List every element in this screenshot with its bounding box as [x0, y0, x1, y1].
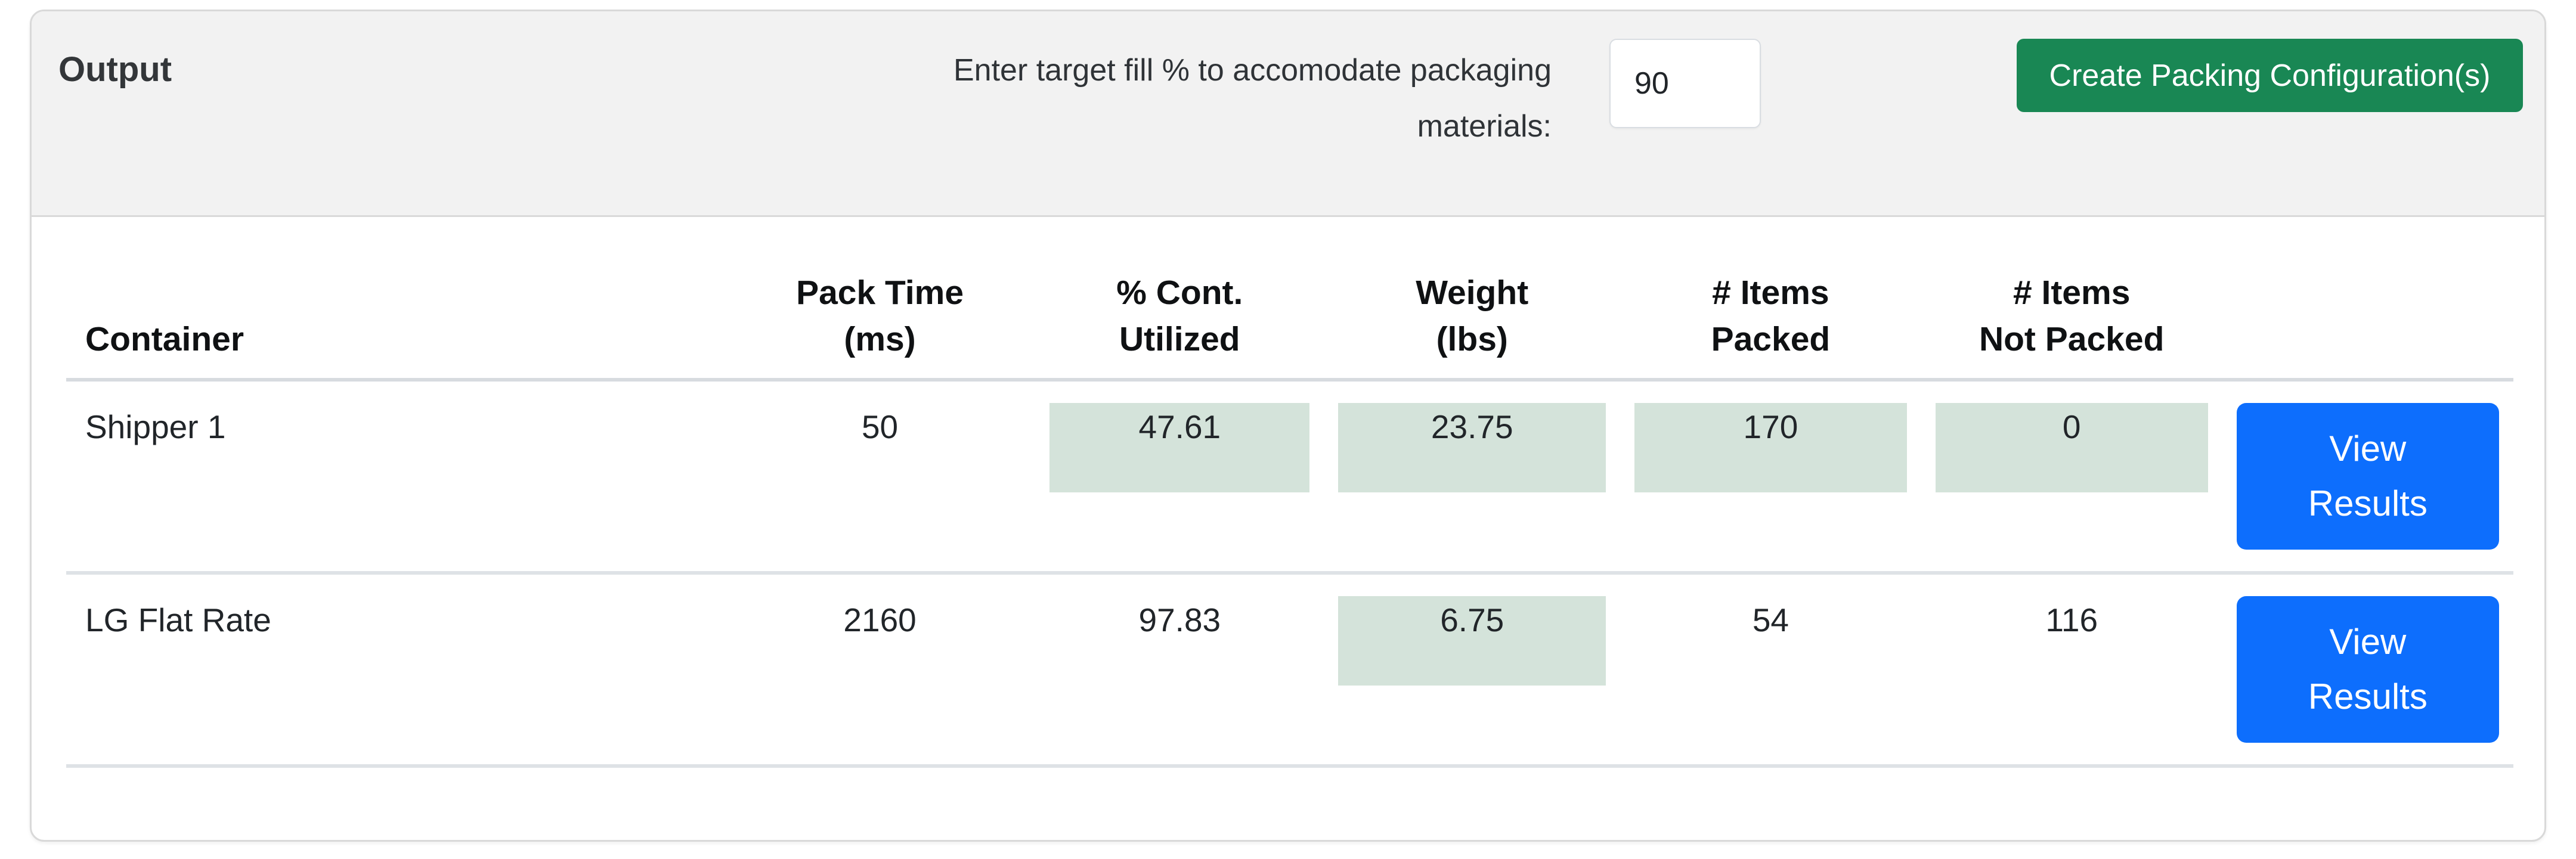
- column-header-line: Container: [85, 320, 244, 358]
- pct-utilized-value: 47.61: [1049, 403, 1310, 492]
- column-header-line: # Items: [2012, 274, 2131, 312]
- cell-pack-time: 50: [724, 380, 1036, 575]
- results-table: Container Pack Time (ms) % Cont. Utilize…: [66, 252, 2513, 768]
- target-fill-label: Enter target fill % to accomodate packag…: [953, 53, 1552, 144]
- table-row: LG Flat Rate 2160 97.83 6.75 54: [66, 573, 2513, 768]
- column-header-actions: [2222, 252, 2513, 382]
- column-header-line: Not Packed: [1979, 320, 2165, 358]
- items-packed-value: 170: [1634, 403, 1907, 492]
- column-header-container: Container: [66, 252, 724, 382]
- column-header-items-not-packed: # Items Not Packed: [1921, 252, 2222, 382]
- items-not-packed-value: 0: [1935, 403, 2208, 492]
- cell-container-name: Shipper 1: [66, 380, 724, 575]
- view-results-label-line: Results: [2308, 483, 2428, 523]
- view-results-label-line: Results: [2308, 677, 2428, 717]
- column-header-line: Utilized: [1119, 320, 1240, 358]
- cell-items-packed: 170: [1620, 380, 1921, 575]
- column-header-weight: Weight (lbs): [1324, 252, 1621, 382]
- page-title: Output: [58, 50, 172, 89]
- view-results-label-line: View: [2329, 429, 2407, 469]
- cell-weight: 23.75: [1324, 380, 1621, 575]
- cell-items-not-packed: 116: [1921, 573, 2222, 768]
- weight-value: 6.75: [1338, 596, 1606, 686]
- column-header-pack-time: Pack Time (ms): [724, 252, 1036, 382]
- cell-weight: 6.75: [1324, 573, 1621, 768]
- create-packing-configurations-label: Create Packing Configuration(s): [2049, 58, 2491, 93]
- cell-items-packed: 54: [1620, 573, 1921, 768]
- column-header-line: (lbs): [1436, 320, 1508, 358]
- output-card-header: Output Enter target fill % to accomodate…: [32, 11, 2544, 217]
- cell-pct-utilized: 97.83: [1035, 573, 1324, 768]
- view-results-label-line: View: [2329, 622, 2407, 662]
- column-header-line: Pack Time: [796, 274, 964, 312]
- cell-items-not-packed: 0: [1921, 380, 2222, 575]
- table-row: Shipper 1 50 47.61 23.75 170 0: [66, 380, 2513, 575]
- column-header-line: # Items: [1712, 274, 1829, 312]
- target-fill-input[interactable]: [1609, 39, 1761, 128]
- cell-actions: View Results: [2222, 380, 2513, 575]
- view-results-button[interactable]: View Results: [2236, 596, 2499, 743]
- view-results-button[interactable]: View Results: [2236, 403, 2499, 550]
- column-header-items-packed: # Items Packed: [1620, 252, 1921, 382]
- weight-value: 23.75: [1338, 403, 1606, 492]
- pack-time-value: 50: [861, 408, 899, 445]
- items-not-packed-value: 116: [2045, 601, 2098, 638]
- column-header-pct-utilized: % Cont. Utilized: [1035, 252, 1324, 382]
- cell-pct-utilized: 47.61: [1035, 380, 1324, 575]
- column-header-line: Packed: [1711, 320, 1831, 358]
- table-header-row: Container Pack Time (ms) % Cont. Utilize…: [66, 252, 2513, 382]
- column-header-line: Weight: [1416, 274, 1529, 312]
- items-packed-value: 54: [1752, 601, 1789, 638]
- cell-pack-time: 2160: [724, 573, 1036, 768]
- pct-utilized-value: 97.83: [1138, 601, 1221, 638]
- container-name: LG Flat Rate: [85, 601, 271, 638]
- container-name: Shipper 1: [85, 408, 226, 445]
- output-card-body: Container Pack Time (ms) % Cont. Utilize…: [32, 217, 2544, 801]
- column-header-line: (ms): [844, 320, 916, 358]
- cell-container-name: LG Flat Rate: [66, 573, 724, 768]
- pack-time-value: 2160: [843, 601, 917, 638]
- create-packing-configurations-button[interactable]: Create Packing Configuration(s): [2017, 39, 2523, 112]
- column-header-line: % Cont.: [1116, 274, 1243, 312]
- cell-actions: View Results: [2222, 573, 2513, 768]
- output-card: Output Enter target fill % to accomodate…: [30, 10, 2546, 842]
